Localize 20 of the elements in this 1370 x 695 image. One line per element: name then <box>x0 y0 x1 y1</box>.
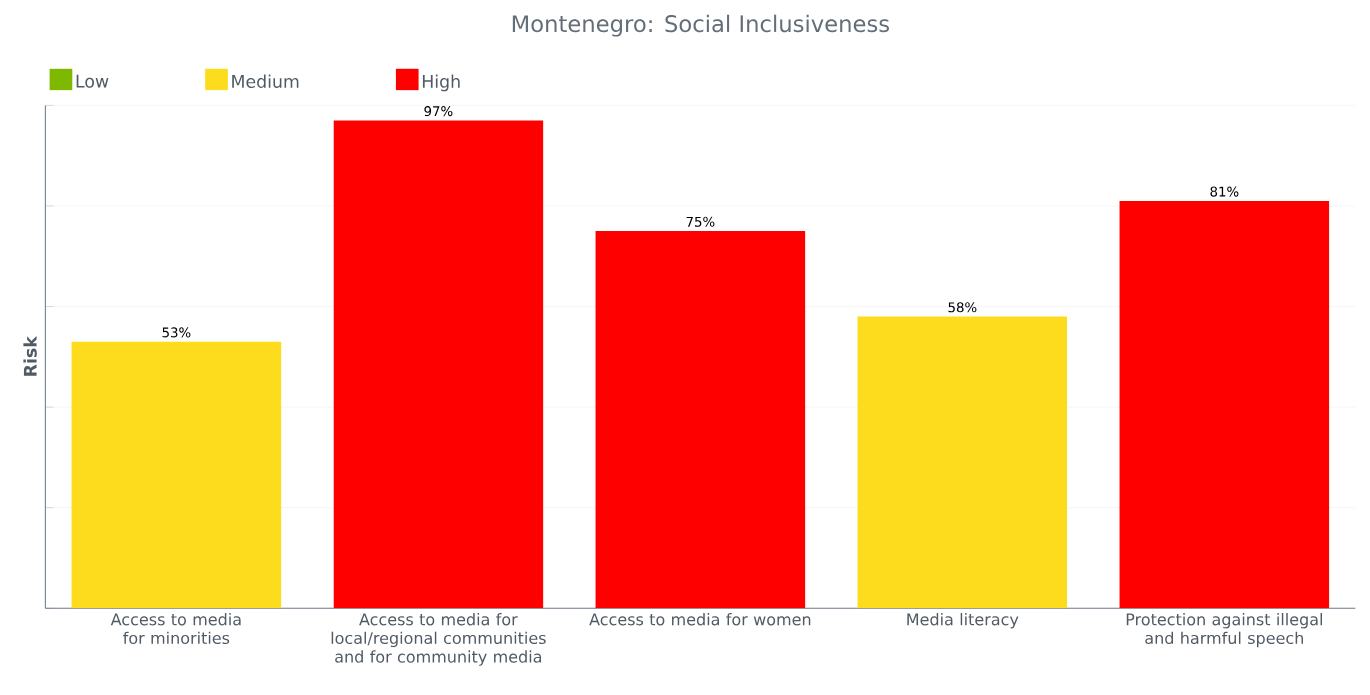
data-label: 97% <box>424 106 453 117</box>
bar <box>857 316 1068 609</box>
y-axis-title: Risk <box>23 335 37 376</box>
bar <box>595 231 806 609</box>
x-tick-label: Access to media for local/regional communities and for community media <box>331 613 546 666</box>
data-label: 75% <box>686 216 715 227</box>
bar <box>1119 200 1330 609</box>
data-label: 58% <box>948 302 977 313</box>
x-tick-label: Access to media for women <box>589 613 811 626</box>
legend-label: High <box>422 74 460 92</box>
x-tick-label: Access to media for minorities <box>110 613 241 645</box>
x-tick-label: Protection against illegal and harmful speech <box>1126 613 1322 648</box>
legend-label: Low <box>76 74 109 88</box>
chart-title: Montenegro: Social Inclusiveness <box>512 14 889 37</box>
data-label: 81% <box>1210 186 1239 197</box>
legend-label: Medium <box>232 74 299 88</box>
bar <box>333 120 544 609</box>
bar <box>71 341 282 609</box>
data-label: 53% <box>162 327 191 338</box>
x-tick-label: Media literacy <box>907 613 1019 629</box>
